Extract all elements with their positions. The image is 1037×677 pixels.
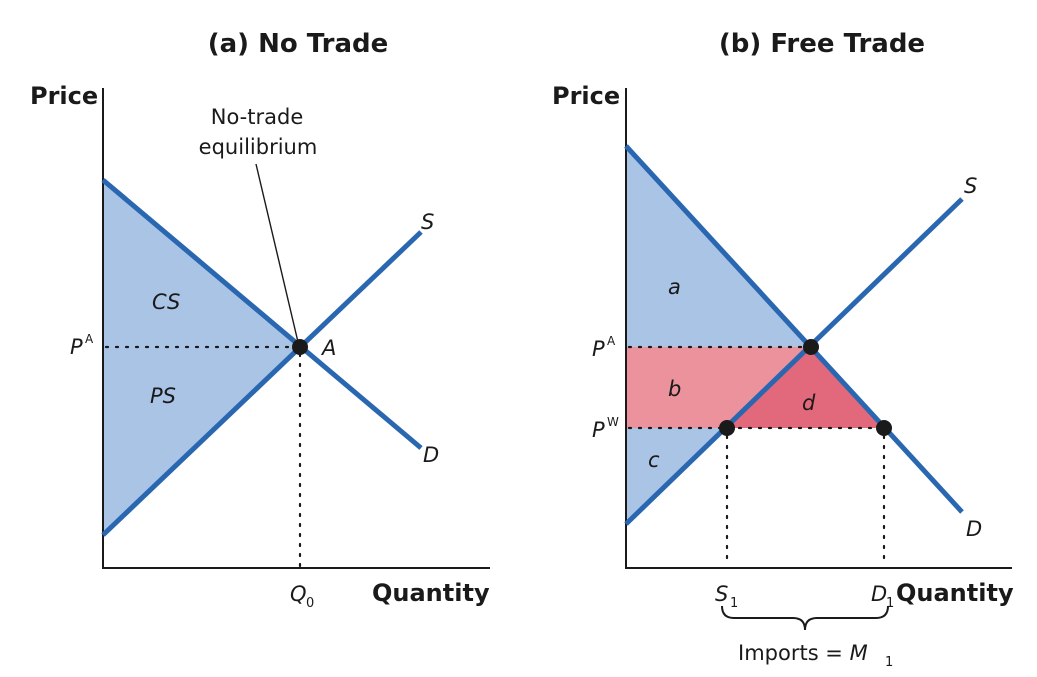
panel-a-price-label-sup: A xyxy=(85,332,94,346)
panel-a-annotation-line2: equilibrium xyxy=(199,135,318,159)
panel-b-region-b: b xyxy=(668,377,681,401)
panel-b-imports-var: M xyxy=(850,641,868,665)
panel-b-d1-label: D xyxy=(871,582,887,606)
panel-b-region-d-area xyxy=(727,347,884,428)
panel-a-axes xyxy=(102,88,490,569)
panel-b-region-c: c xyxy=(648,448,660,472)
panel-b-imports-brace xyxy=(721,605,889,631)
panel-b-y-axis-label: Price xyxy=(552,82,620,110)
panel-a-price-label: P xyxy=(70,335,83,359)
panel-b-region-d: d xyxy=(802,391,816,415)
panel-a-region-cs: CS xyxy=(152,290,180,314)
panel-a-annotation-leader xyxy=(255,163,299,343)
panel-b-world-price-sup: W xyxy=(607,415,619,429)
panel-a-demand-label: D xyxy=(423,443,439,467)
panel-b-s1-sub: 1 xyxy=(730,596,738,611)
panel-b-region-b-area xyxy=(626,347,811,428)
panel-a-annotation-line1: No-trade xyxy=(211,105,304,129)
panel-a-supply-curve xyxy=(101,230,423,537)
panel-b-autarky-point xyxy=(803,339,819,355)
panel-b-demand-label: D xyxy=(966,517,982,541)
panel-a-region-ps: PS xyxy=(150,384,176,408)
panel-a-y-axis-label: Price xyxy=(30,82,98,110)
panel-a-point-label: A xyxy=(320,336,336,360)
panel-a-title: (a) No Trade xyxy=(208,29,389,59)
panel-a: (a) No Trade Price Quantity No-trade equ… xyxy=(30,29,490,611)
panel-b-supply-label: S xyxy=(964,174,977,198)
panel-a-demand-curve xyxy=(101,178,423,450)
panel-b-axes xyxy=(625,88,1012,569)
panel-a-quantity-label-sub: 0 xyxy=(306,596,314,611)
panel-b-autarky-price-sup: A xyxy=(607,334,616,348)
panel-b-supply-curve xyxy=(624,197,964,526)
panel-b-x-axis-label: Quantity xyxy=(896,579,1014,607)
panel-b-title: (b) Free Trade xyxy=(719,29,925,59)
panel-a-x-axis-label: Quantity xyxy=(372,579,490,607)
panel-b-region-a: a xyxy=(668,275,681,299)
panel-b: (b) Free Trade Price Quantity a b d c S … xyxy=(552,29,1014,670)
panel-a-quantity-label: Q xyxy=(290,582,307,606)
panel-a-equilibrium-point xyxy=(292,339,308,355)
panel-b-world-price-label: P xyxy=(592,418,605,442)
panel-b-d1-point xyxy=(876,420,892,436)
panel-b-autarky-price-label: P xyxy=(592,337,605,361)
panel-a-surplus-area xyxy=(103,180,300,535)
panel-b-imports-text: Imports = xyxy=(738,641,850,665)
panel-b-imports-sub: 1 xyxy=(885,655,893,670)
panel-b-d1-sub: 1 xyxy=(886,596,894,611)
panel-b-s1-label: S xyxy=(715,582,728,606)
panel-b-imports-label: Imports = M xyxy=(738,641,868,665)
panel-b-demand-curve xyxy=(624,144,964,514)
panel-b-s1-point xyxy=(719,420,735,436)
panel-a-supply-label: S xyxy=(421,210,434,234)
